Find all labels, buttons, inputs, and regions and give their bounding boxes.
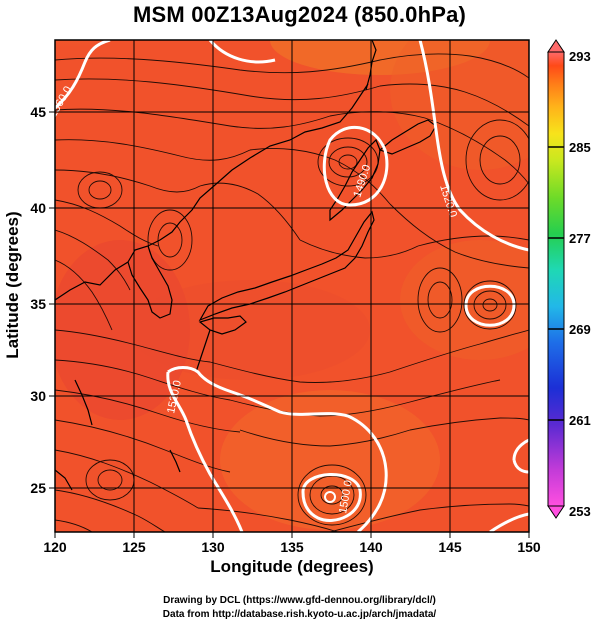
colorbar-scale — [547, 51, 565, 507]
contour-low-hokkaido — [322, 125, 389, 207]
contour-north — [208, 40, 276, 64]
y-axis-label: Latitude (degrees) — [3, 211, 22, 359]
x-axis-label: Longitude (degrees) — [210, 557, 374, 576]
grid — [55, 40, 529, 532]
colorbar-tick-label: 261 — [569, 413, 591, 428]
colorbar-top-arrow — [547, 39, 565, 53]
contour-southwest — [166, 371, 244, 532]
credit-drawing: Drawing by DCL (https://www.gfd-dennou.o… — [163, 595, 436, 606]
x-tick-label: 130 — [201, 539, 225, 555]
y-tick-label: 25 — [30, 480, 46, 496]
x-tick-label: 125 — [122, 539, 146, 555]
x-tick-label: 120 — [43, 539, 67, 555]
colorbar: 293 285 277 269 261 253 — [547, 39, 591, 519]
y-tick-label: 30 — [30, 388, 46, 404]
axis-ticks — [49, 111, 530, 538]
contour-east-ridge — [418, 40, 529, 252]
contour-typhoon — [301, 473, 362, 522]
x-tick-label: 140 — [359, 539, 383, 555]
x-tick-label: 145 — [438, 539, 462, 555]
contour-northwest — [55, 40, 111, 110]
y-tick-label: 40 — [30, 200, 46, 216]
y-tick-label: 45 — [30, 104, 46, 120]
colorbar-tick-label: 269 — [569, 322, 591, 337]
y-tick-label: 35 — [30, 296, 46, 312]
colorbar-tick-label: 285 — [569, 140, 591, 155]
colorbar-bottom-arrow — [547, 505, 565, 519]
colorbar-tick-label: 277 — [569, 231, 591, 246]
credit-data: Data from http://database.rish.kyoto-u.a… — [162, 609, 437, 620]
x-tick-label: 150 — [517, 539, 541, 555]
x-tick-label: 135 — [280, 539, 304, 555]
map-title: MSM 00Z13Aug2024 (850.0hPa) — [132, 2, 467, 27]
coastlines — [55, 40, 437, 491]
colorbar-tick-label: 253 — [569, 504, 591, 519]
wind-streamlines — [55, 53, 529, 532]
contour-south-trough — [167, 366, 388, 532]
contour-low-east — [464, 284, 516, 327]
height-contours — [55, 40, 529, 532]
colorbar-tick-label: 293 — [569, 49, 591, 64]
contour-southeast-corner — [489, 512, 529, 532]
